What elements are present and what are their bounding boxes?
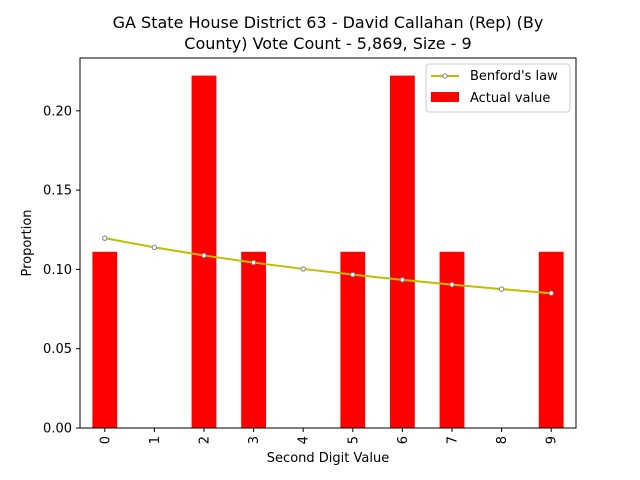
benford-point-digit-3 (250, 259, 257, 266)
benford-point-digit-0 (102, 235, 108, 241)
bar-digit-9 (538, 251, 564, 428)
bar-digit-5 (340, 251, 366, 428)
legend-label-actual: Actual value (470, 91, 550, 106)
y-axis-ticks: 0.00 0.05 0.10 0.15 0.20 (43, 104, 80, 437)
y-tick-label: 0.15 (43, 184, 72, 199)
bars-group (92, 75, 564, 428)
x-tick-label: 1 (148, 436, 163, 444)
legend-marker-swatch (442, 73, 448, 79)
x-tick-label: 9 (545, 436, 560, 444)
legend-label-benford: Benford's law (470, 69, 558, 84)
benford-point-digit-5 (350, 271, 356, 278)
benford-point-digit-7 (449, 281, 455, 288)
x-tick-label: 3 (247, 436, 262, 444)
chart-title-line-2: County) Vote Count - 5,869, Size - 9 (184, 34, 471, 53)
y-tick-label: 0.00 (43, 422, 72, 437)
bar-digit-3 (241, 251, 266, 428)
x-tick-label: 5 (346, 436, 361, 444)
x-tick-label: 0 (98, 436, 113, 444)
legend-box (425, 63, 571, 113)
benford-point-digit-4 (300, 266, 306, 272)
benford-line-group (102, 235, 554, 296)
bar-digit-6 (390, 75, 415, 428)
y-tick-label: 0.05 (43, 342, 72, 357)
benford-line (104, 237, 552, 295)
y-tick-label: 0.20 (43, 104, 72, 119)
y-tick-label: 0.10 (43, 263, 72, 278)
x-axis-label: Second Digit Value (267, 451, 389, 466)
x-axis-ticks: 0 1 2 3 4 5 6 7 8 9 (98, 428, 560, 444)
x-tick-label: 7 (446, 436, 461, 444)
x-tick-label: 2 (198, 436, 213, 444)
benford-point-digit-2 (201, 252, 207, 259)
x-tick-label: 6 (396, 436, 411, 444)
bar-digit-0 (92, 251, 118, 428)
legend-bar-swatch (431, 92, 459, 102)
bar-digit-7 (439, 251, 465, 428)
benford-point-digit-6 (399, 277, 406, 283)
y-axis-label: Proportion (20, 209, 35, 276)
x-tick-label: 4 (297, 436, 312, 444)
bar-digit-2 (191, 75, 217, 428)
benford-point-digit-1 (151, 244, 158, 251)
x-tick-label: 8 (495, 436, 510, 444)
benford-point-digit-8 (498, 286, 505, 292)
chart-title-line-1: GA State House District 63 - David Calla… (113, 13, 544, 32)
plot-frame (79, 57, 577, 429)
legend: Benford's law Actual value (425, 63, 571, 113)
benford-point-digit-9 (548, 290, 554, 296)
